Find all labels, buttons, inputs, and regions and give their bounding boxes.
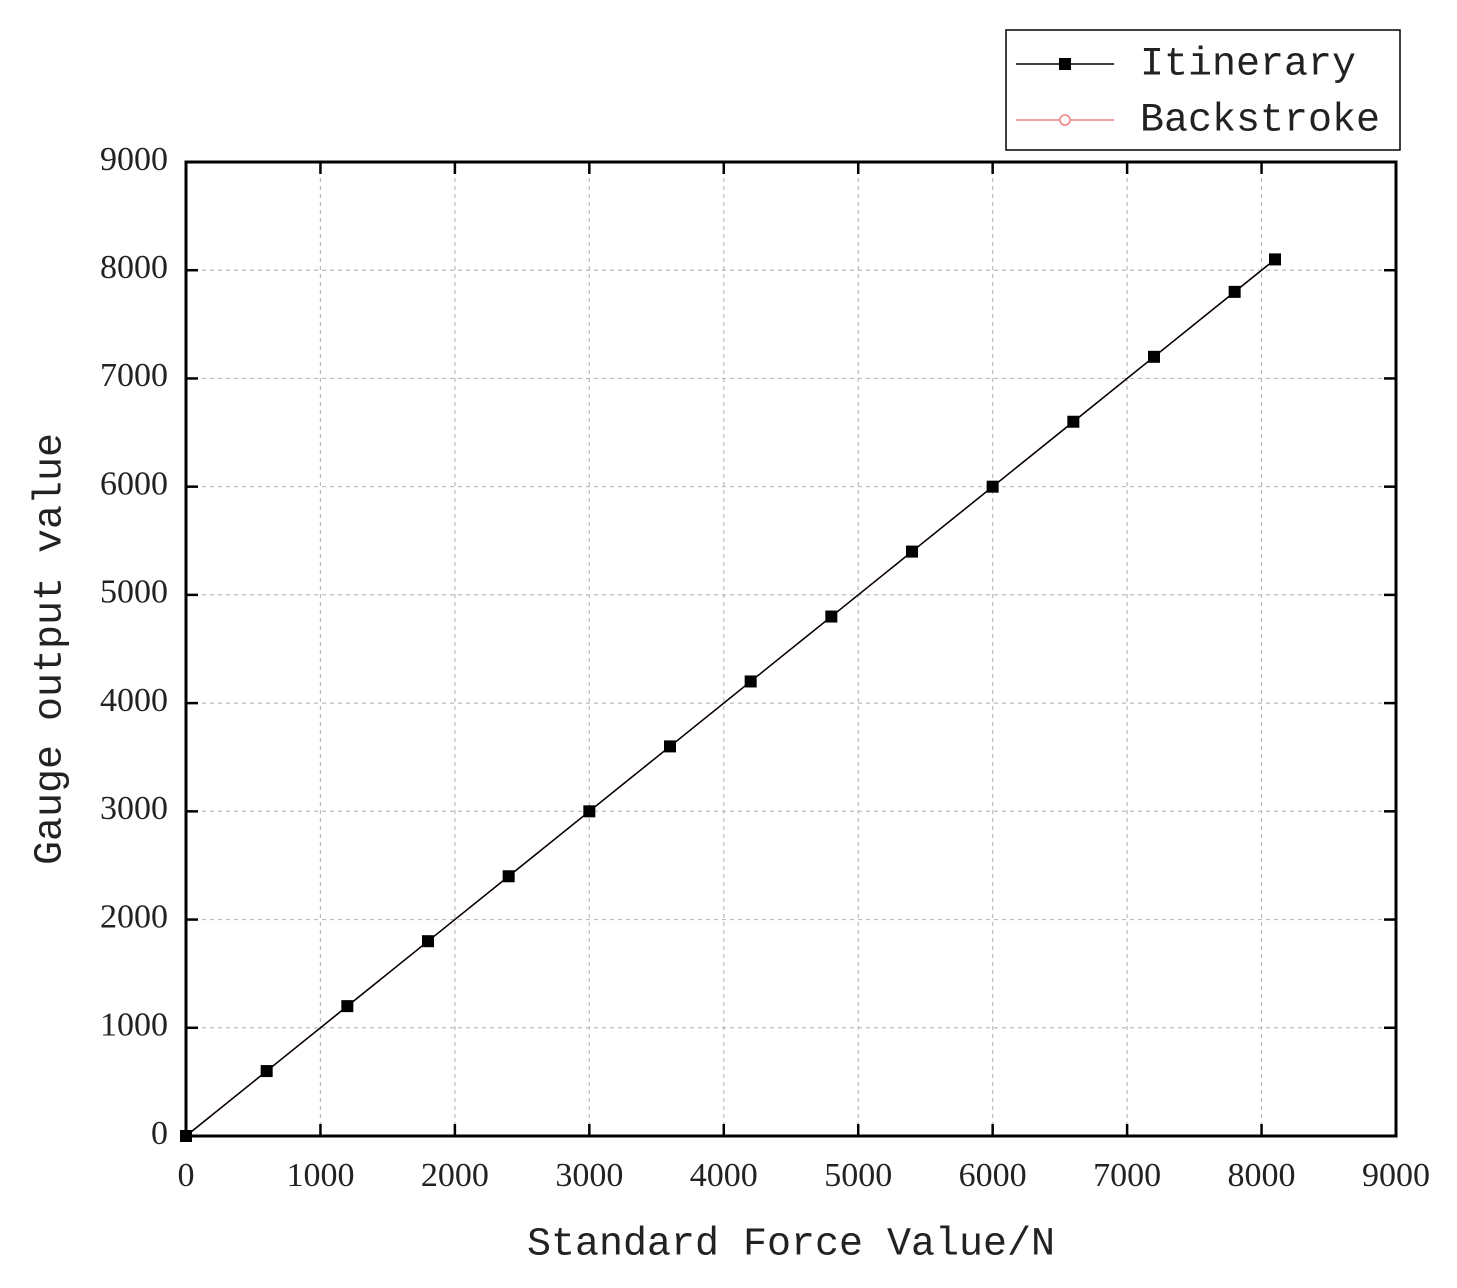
legend-marker: [1059, 58, 1071, 70]
data-point: [583, 805, 596, 818]
data-point: [825, 610, 838, 623]
data-point: [422, 935, 434, 948]
y-tick-label: 8000: [100, 249, 168, 286]
data-point: [1067, 415, 1080, 428]
x-tick-label: 8000: [1228, 1157, 1296, 1194]
data-point: [180, 1130, 192, 1142]
y-tick-label: 0: [151, 1115, 168, 1152]
y-tick-label: 5000: [100, 574, 168, 611]
data-point: [260, 1065, 273, 1078]
plot-frame: [184, 160, 1398, 1138]
data-point: [341, 1000, 354, 1013]
y-axis-label: Gauge output value: [29, 433, 74, 865]
y-tick-label: 3000: [100, 790, 168, 827]
y-tick-label: 7000: [100, 357, 168, 394]
data-point: [664, 740, 676, 753]
y-tick-label: 9000: [100, 141, 168, 178]
y-tick-label: 2000: [100, 898, 168, 935]
data-point: [1269, 253, 1281, 266]
x-tick-label: 3000: [555, 1157, 623, 1194]
x-tick-label: 9000: [1362, 1157, 1430, 1194]
y-tick-label: 6000: [100, 465, 168, 502]
y-tick-label: 1000: [100, 1007, 168, 1044]
x-tick-label: 6000: [959, 1157, 1027, 1194]
data-point: [1228, 285, 1241, 298]
data-point: [744, 675, 757, 688]
y-tick-label: 4000: [100, 682, 168, 719]
legend-label: Itinerary: [1140, 43, 1356, 88]
legend-marker: [1059, 114, 1071, 126]
data-point: [1148, 350, 1160, 363]
x-axis-label: Standard Force Value/N: [527, 1223, 1055, 1268]
x-tick-label: 1000: [286, 1157, 354, 1194]
x-tick-label: 7000: [1093, 1157, 1161, 1194]
legend-box: [1005, 29, 1401, 151]
x-tick-label: 0: [178, 1157, 195, 1194]
data-point: [986, 480, 999, 493]
x-tick-label: 5000: [824, 1157, 892, 1194]
x-tick-label: 4000: [690, 1157, 758, 1194]
data-point: [906, 545, 918, 558]
legend-label: Backstroke: [1140, 99, 1380, 144]
data-point: [502, 870, 515, 883]
x-tick-label: 2000: [421, 1157, 489, 1194]
